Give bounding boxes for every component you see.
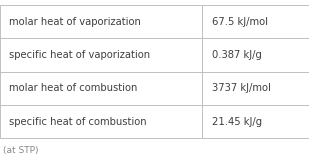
Text: specific heat of vaporization: specific heat of vaporization <box>9 50 150 60</box>
Text: molar heat of vaporization: molar heat of vaporization <box>9 17 141 27</box>
Text: 21.45 kJ/g: 21.45 kJ/g <box>212 117 262 127</box>
Text: specific heat of combustion: specific heat of combustion <box>9 117 147 127</box>
Text: 3737 kJ/mol: 3737 kJ/mol <box>212 83 271 93</box>
Bar <box>0 5 309 138</box>
Text: molar heat of combustion: molar heat of combustion <box>9 83 138 93</box>
Text: 67.5 kJ/mol: 67.5 kJ/mol <box>212 17 268 27</box>
Text: (at STP): (at STP) <box>3 146 39 155</box>
Text: 0.387 kJ/g: 0.387 kJ/g <box>212 50 261 60</box>
